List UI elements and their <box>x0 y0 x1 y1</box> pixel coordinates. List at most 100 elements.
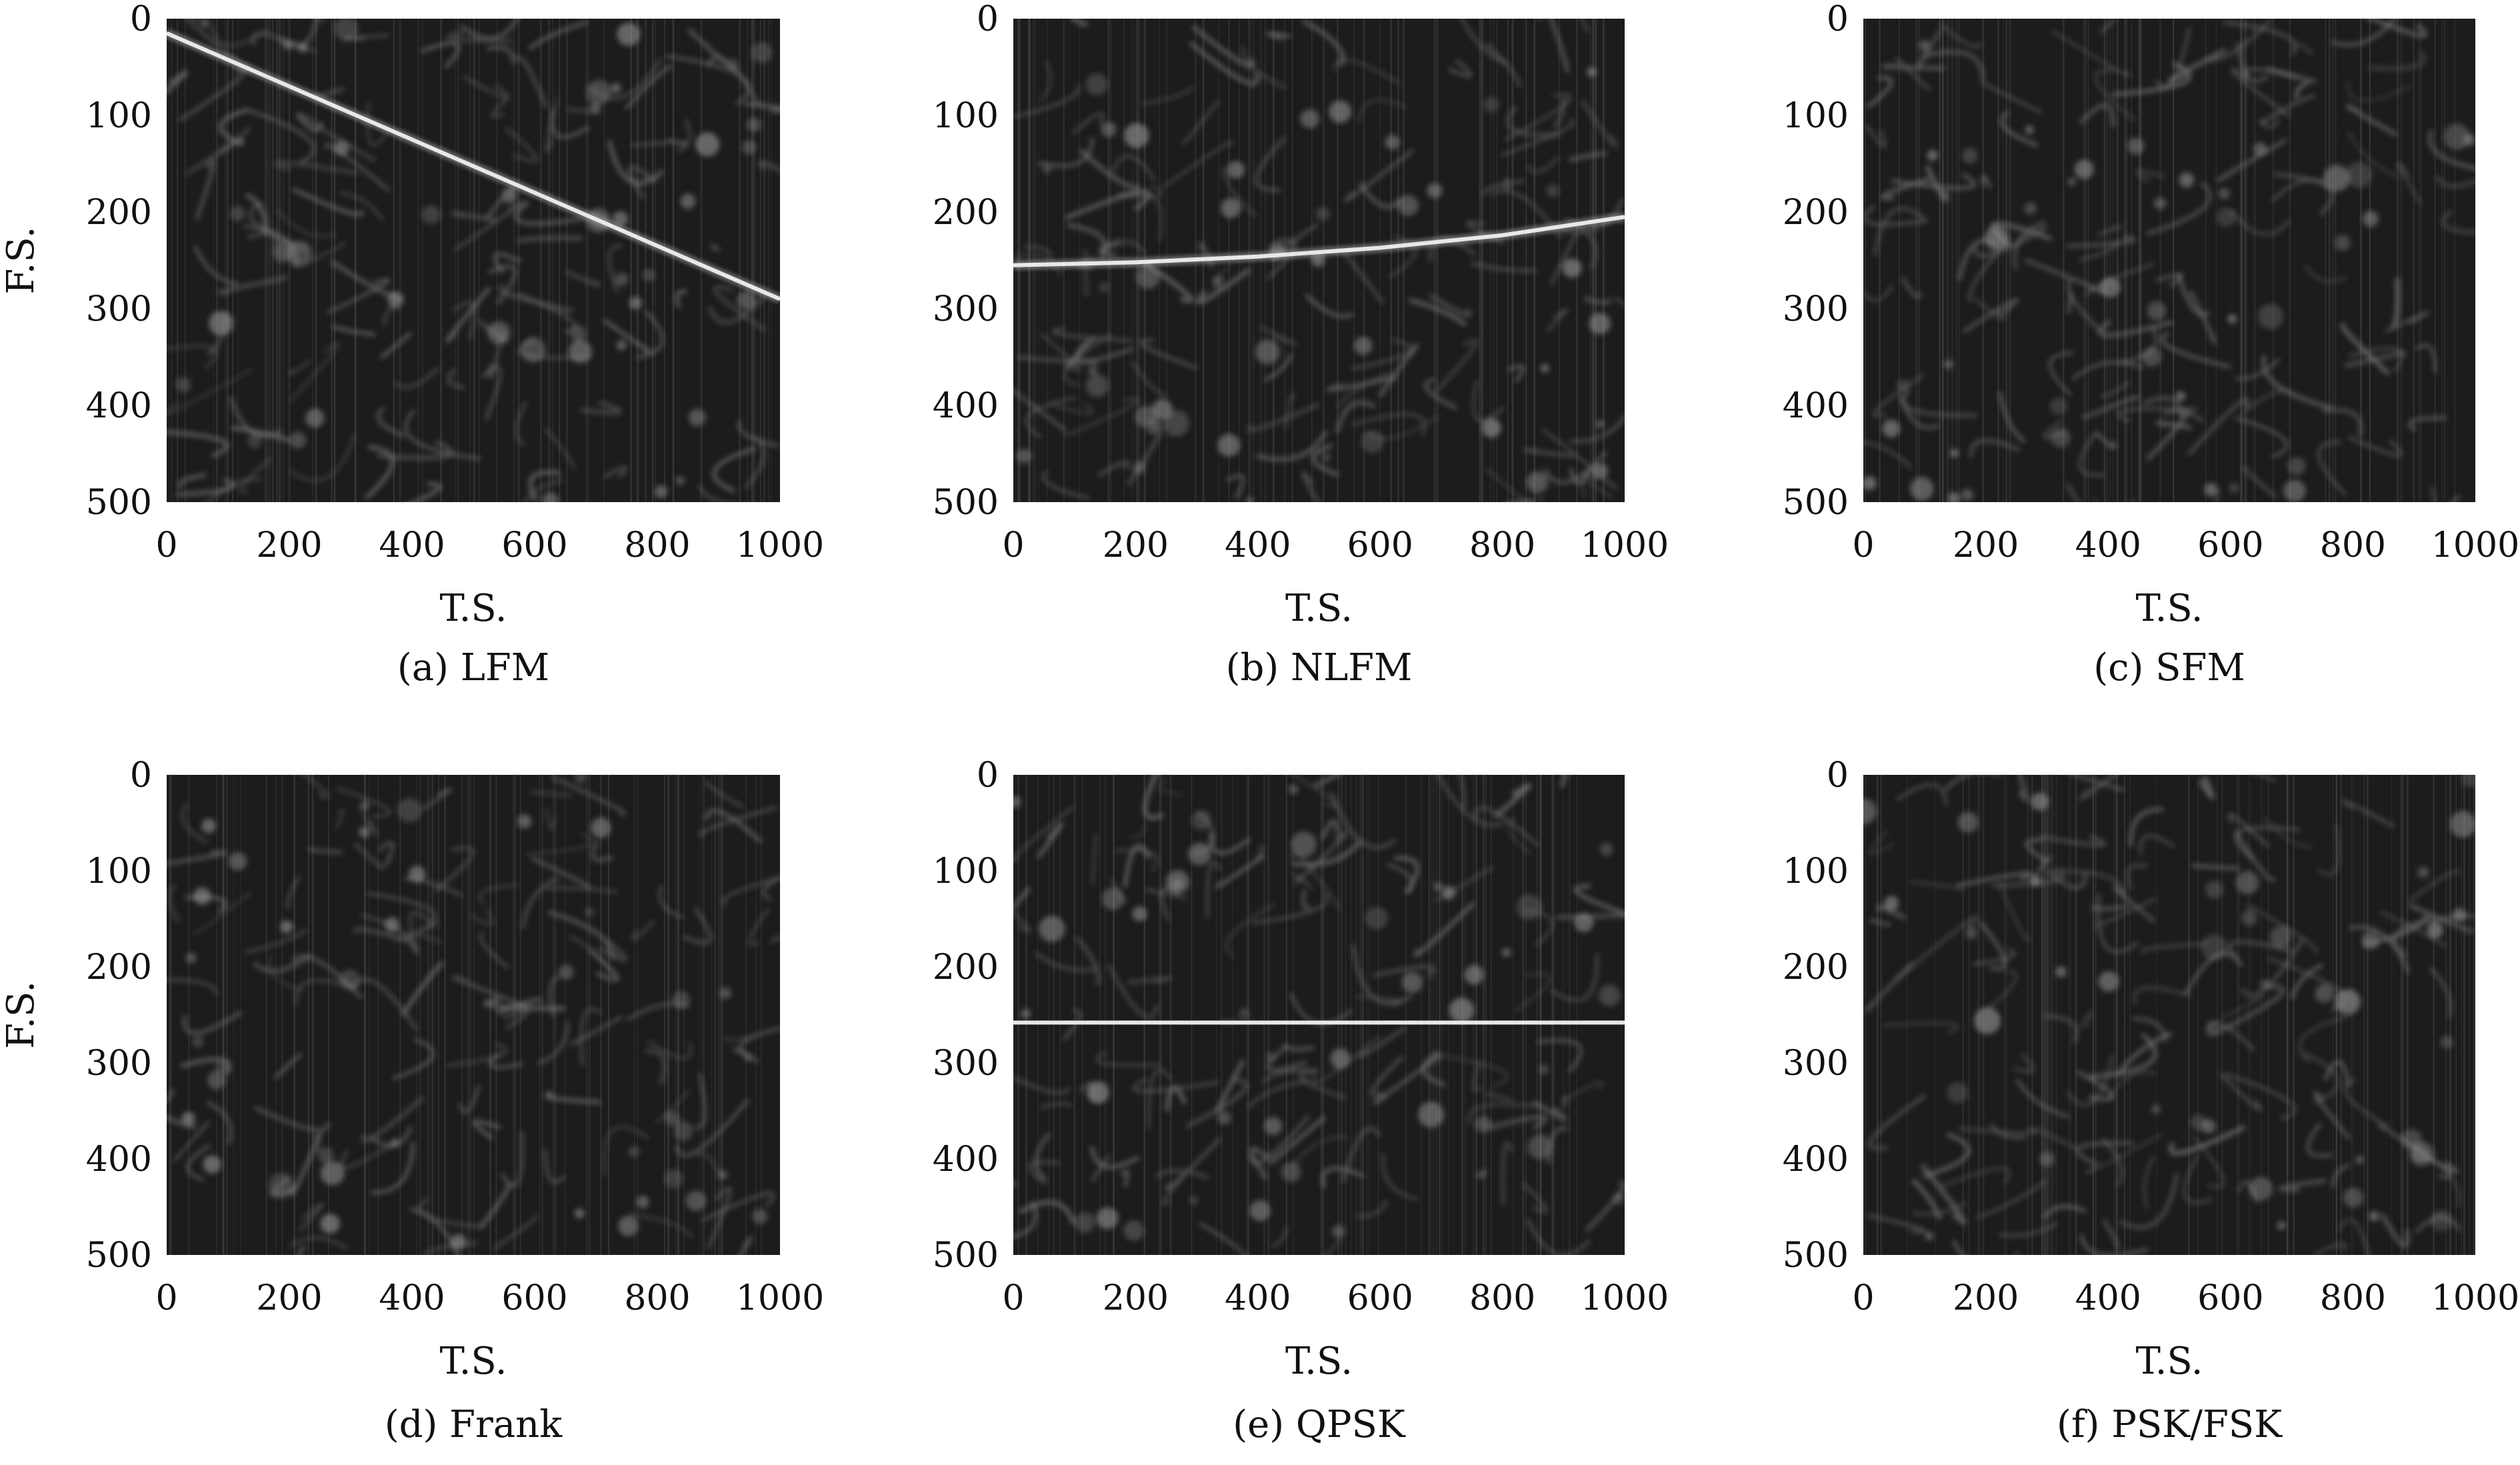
y-tick-label: 200 <box>86 193 152 233</box>
x-tick-label: 600 <box>1347 525 1413 565</box>
panel-caption: (b) NLFM <box>1226 646 1413 689</box>
y-tick-label: 200 <box>1783 948 1849 988</box>
y-tick-label: 300 <box>933 1044 999 1084</box>
panel-caption: (c) SFM <box>2093 646 2245 689</box>
x-tick-label: 0 <box>1852 1278 1874 1318</box>
signal-ridge <box>167 31 780 301</box>
x-tick-label: 800 <box>2320 525 2386 565</box>
y-tick-label: 100 <box>933 96 999 136</box>
x-tick-label: 400 <box>379 1278 445 1318</box>
noise-texture <box>167 19 780 502</box>
x-tick-label: 1000 <box>1581 525 1669 565</box>
x-tick-label: 200 <box>1953 525 2019 565</box>
y-tick-label: 500 <box>933 483 999 523</box>
x-tick-label: 600 <box>2197 1278 2263 1318</box>
panel-caption: (e) QPSK <box>1233 1403 1406 1446</box>
plot-area <box>167 775 780 1255</box>
x-tick-label: 800 <box>624 525 690 565</box>
y-tick-label: 300 <box>933 289 999 329</box>
x-tick-label: 0 <box>1002 1278 1024 1318</box>
panel-5: 0 200 400 600 800 1000 0 100 200 300 400 500 T.S. (e)… <box>933 756 1669 1446</box>
y-tick-label: 0 <box>130 756 152 796</box>
y-tick-label: 100 <box>933 852 999 892</box>
plot-area <box>1863 775 2475 1255</box>
panel-caption: (f) PSK/FSK <box>2057 1403 2283 1446</box>
x-tick-label: 400 <box>2075 525 2141 565</box>
y-tick-label: 300 <box>1783 289 1849 329</box>
noise-texture <box>167 775 780 1255</box>
x-tick-label: 400 <box>1225 525 1291 565</box>
y-tick-label: 400 <box>86 386 152 426</box>
noise-texture <box>1013 775 1625 1255</box>
plot-area <box>167 19 780 502</box>
panel-1: 0 200 400 600 800 1000 0 100 200 300 400 500 T.S. F.S… <box>0 0 824 689</box>
x-tick-label: 400 <box>379 525 445 565</box>
y-tick-label: 0 <box>1827 0 1849 39</box>
x-tick-label: 200 <box>256 1278 322 1318</box>
panel-3: 0 200 400 600 800 1000 0 100 200 300 400 500 T.S. (c)… <box>1783 0 2519 689</box>
y-tick-label: 100 <box>1783 852 1849 892</box>
y-tick-label: 400 <box>1783 386 1849 426</box>
x-tick-label: 0 <box>1852 525 1874 565</box>
y-tick-label: 300 <box>86 289 152 329</box>
y-tick-label: 0 <box>1827 756 1849 796</box>
x-tick-label: 0 <box>155 1278 177 1318</box>
x-axis-label: T.S. <box>2135 1340 2203 1383</box>
y-tick-label: 400 <box>933 1140 999 1180</box>
noise-texture <box>1863 775 2475 1255</box>
x-tick-label: 800 <box>1469 525 1535 565</box>
y-tick-label: 100 <box>86 852 152 892</box>
x-tick-label: 200 <box>1953 1278 2019 1318</box>
y-tick-label: 500 <box>933 1236 999 1276</box>
y-tick-label: 200 <box>933 193 999 233</box>
y-tick-label: 500 <box>1783 483 1849 523</box>
y-tick-label: 100 <box>86 96 152 136</box>
panel-4: 0 200 400 600 800 1000 0 100 200 300 400 500 T.S. F.S… <box>0 756 824 1446</box>
y-tick-label: 0 <box>977 756 999 796</box>
x-tick-label: 200 <box>1103 525 1169 565</box>
x-tick-label: 200 <box>256 525 322 565</box>
y-tick-label: 200 <box>86 948 152 988</box>
y-tick-label: 200 <box>933 948 999 988</box>
y-tick-label: 400 <box>1783 1140 1849 1180</box>
x-tick-label: 600 <box>501 525 567 565</box>
x-tick-label: 600 <box>1347 1278 1413 1318</box>
y-tick-label: 200 <box>1783 193 1849 233</box>
panel-caption: (a) LFM <box>397 646 549 689</box>
x-tick-label: 0 <box>1002 525 1024 565</box>
panel-caption: (d) Frank <box>385 1403 563 1446</box>
plot-area <box>1013 775 1625 1255</box>
x-tick-label: 800 <box>1469 1278 1535 1318</box>
signal-ridge <box>1013 215 1625 267</box>
y-tick-label: 0 <box>977 0 999 39</box>
x-tick-label: 600 <box>501 1278 567 1318</box>
x-tick-label: 1000 <box>736 525 824 565</box>
x-tick-label: 400 <box>1225 1278 1291 1318</box>
x-tick-label: 1000 <box>2431 1278 2519 1318</box>
x-axis-label: T.S. <box>2135 587 2203 630</box>
x-tick-label: 1000 <box>2431 525 2519 565</box>
panel-2: 0 200 400 600 800 1000 0 100 200 300 400 500 T.S. (b)… <box>933 0 1669 689</box>
x-axis-label: T.S. <box>1285 1340 1353 1383</box>
y-tick-label: 100 <box>1783 96 1849 136</box>
x-axis-label: T.S. <box>439 587 507 630</box>
x-tick-label: 1000 <box>1581 1278 1669 1318</box>
x-tick-label: 200 <box>1103 1278 1169 1318</box>
panel-6: 0 200 400 600 800 1000 0 100 200 300 400 500 T.S. (f)… <box>1783 756 2519 1446</box>
y-tick-label: 300 <box>86 1044 152 1084</box>
x-tick-label: 600 <box>2197 525 2263 565</box>
y-tick-label: 500 <box>86 483 152 523</box>
x-axis-label: T.S. <box>1285 587 1353 630</box>
x-tick-label: 800 <box>2320 1278 2386 1318</box>
x-axis-label: T.S. <box>439 1340 507 1383</box>
x-tick-label: 400 <box>2075 1278 2141 1318</box>
x-tick-label: 0 <box>155 525 177 565</box>
y-axis-label: F.S. <box>0 981 43 1049</box>
noise-texture <box>1013 19 1625 502</box>
y-axis-label: F.S. <box>0 226 43 294</box>
y-tick-label: 400 <box>933 386 999 426</box>
y-tick-label: 400 <box>86 1140 152 1180</box>
y-tick-label: 0 <box>130 0 152 39</box>
y-tick-label: 300 <box>1783 1044 1849 1084</box>
